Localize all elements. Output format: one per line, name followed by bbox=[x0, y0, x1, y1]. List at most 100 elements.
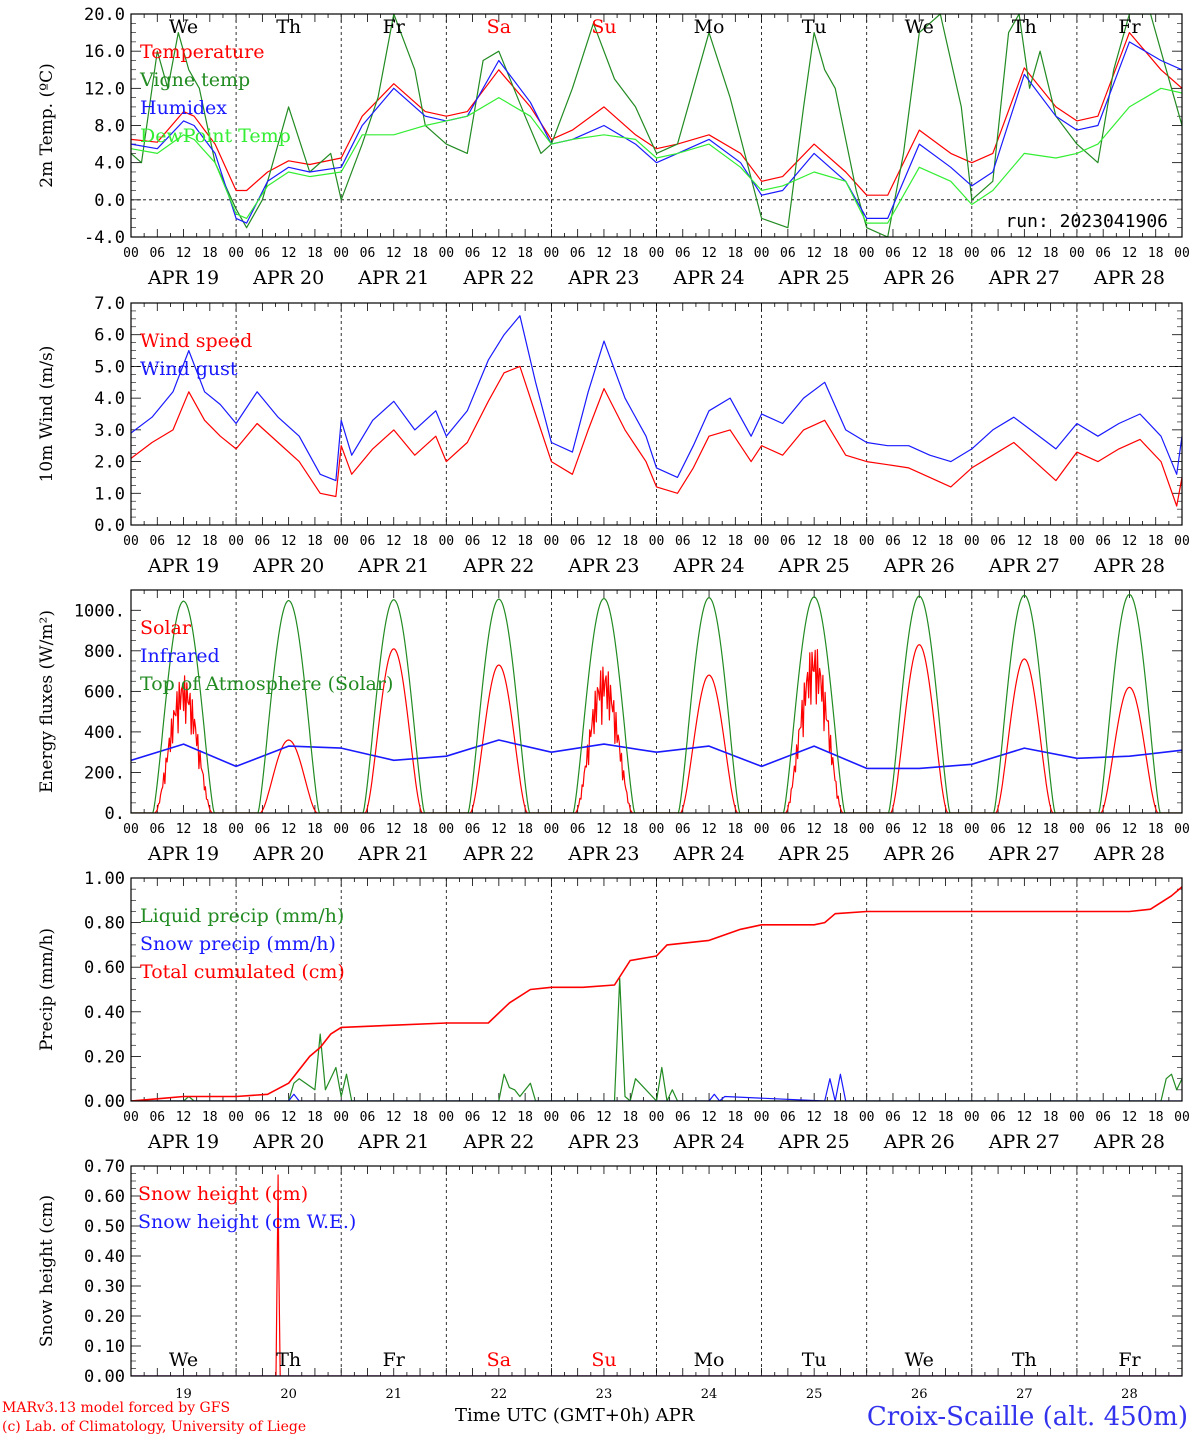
hour-tick-label: 00 bbox=[438, 1110, 454, 1125]
day-name-top: We bbox=[905, 16, 934, 38]
y-tick-label: 4.0 bbox=[94, 389, 125, 409]
date-label: APR 26 bbox=[883, 843, 955, 865]
y-tick-label: 1000. bbox=[74, 601, 125, 621]
credit-line-1: MARv3.13 model forced by GFS bbox=[2, 1400, 231, 1416]
hour-tick-label: 06 bbox=[255, 534, 271, 549]
hour-tick-label: 18 bbox=[517, 822, 533, 837]
hour-tick-label: 06 bbox=[1095, 822, 1111, 837]
hour-tick-label: 18 bbox=[1043, 246, 1059, 261]
series-line-infrared bbox=[131, 739, 1182, 770]
hour-tick-label: 12 bbox=[806, 1110, 822, 1125]
hour-tick-label: 18 bbox=[307, 246, 323, 261]
hour-tick-label: 06 bbox=[1095, 1110, 1111, 1125]
hour-tick-label: 18 bbox=[1043, 1110, 1059, 1125]
y-tick-label: -4.0 bbox=[84, 228, 125, 248]
y-tick-label: 600. bbox=[84, 682, 125, 702]
hour-tick-label: 12 bbox=[701, 1110, 717, 1125]
day-name-top: We bbox=[169, 16, 198, 38]
plot-frame bbox=[130, 13, 1183, 238]
date-label: APR 20 bbox=[252, 267, 324, 289]
hour-tick-label: 18 bbox=[622, 246, 638, 261]
day-name-top: Sa bbox=[487, 16, 511, 38]
hour-tick-label: 00 bbox=[649, 246, 665, 261]
panel-5: 0.00 0.10 0.20 0.30 0.40 0.50 0.60 0.70 Snow hei… bbox=[37, 1157, 1183, 1387]
hour-tick-label: 00 bbox=[123, 246, 139, 261]
hour-tick-label: 12 bbox=[596, 246, 612, 261]
y-tick-label: 5.0 bbox=[94, 357, 125, 377]
y-tick-label: 0.20 bbox=[84, 1307, 125, 1327]
day-name-top: Th bbox=[1012, 16, 1037, 38]
hour-tick-label: 12 bbox=[1122, 246, 1138, 261]
hour-tick-label: 12 bbox=[1122, 822, 1138, 837]
hour-tick-label: 06 bbox=[675, 822, 691, 837]
date-label: APR 25 bbox=[778, 843, 850, 865]
hour-tick-label: 06 bbox=[570, 1110, 586, 1125]
y-axis-label: 10m Wind (m/s) bbox=[37, 346, 57, 483]
series-line-liquid-precip-mm-h- bbox=[131, 977, 1182, 1101]
y-tick-label: 2.0 bbox=[94, 453, 125, 473]
hour-tick-label: 18 bbox=[1043, 822, 1059, 837]
y-tick-label: 0.20 bbox=[84, 1047, 125, 1067]
day-name-bottom: Su bbox=[591, 1349, 616, 1371]
y-tick-label: 0.40 bbox=[84, 1247, 125, 1267]
hour-tick-label: 12 bbox=[386, 822, 402, 837]
hour-tick-label: 12 bbox=[386, 1110, 402, 1125]
hour-tick-label: 00 bbox=[649, 534, 665, 549]
date-label: APR 28 bbox=[1093, 1131, 1165, 1153]
y-tick-label: 8.0 bbox=[94, 117, 125, 137]
day-number: 23 bbox=[596, 1387, 613, 1402]
series-group bbox=[131, 1174, 1182, 1376]
y-tick-label: 800. bbox=[84, 642, 125, 662]
hour-tick-label: 12 bbox=[176, 822, 192, 837]
hour-tick-label: 00 bbox=[1174, 246, 1190, 261]
hour-tick-label: 06 bbox=[780, 534, 796, 549]
series-line-temperature bbox=[131, 31, 1182, 196]
day-name-bottom: Th bbox=[276, 1349, 301, 1371]
series-group bbox=[131, 886, 1182, 1101]
hour-tick-label: 00 bbox=[964, 246, 980, 261]
hour-tick-label: 12 bbox=[596, 822, 612, 837]
hour-tick-label: 00 bbox=[964, 822, 980, 837]
hour-tick-label: 12 bbox=[701, 822, 717, 837]
day-number: 25 bbox=[806, 1387, 823, 1402]
hour-tick-label: 00 bbox=[859, 822, 875, 837]
hour-tick-label: 06 bbox=[465, 246, 481, 261]
hour-tick-label: 12 bbox=[806, 534, 822, 549]
hour-tick-label: 06 bbox=[990, 1110, 1006, 1125]
y-axis-label: Energy fluxes (W/m²) bbox=[37, 610, 57, 793]
legend-entry: Vigne temp bbox=[139, 69, 250, 91]
date-label: APR 26 bbox=[883, 267, 955, 289]
hour-tick-label: 18 bbox=[622, 534, 638, 549]
hour-tick-label: 00 bbox=[438, 534, 454, 549]
hour-tick-label: 06 bbox=[149, 1110, 165, 1125]
hour-tick-label: 06 bbox=[780, 246, 796, 261]
hour-tick-label: 06 bbox=[675, 246, 691, 261]
hour-tick-label: 00 bbox=[333, 822, 349, 837]
hour-tick-label: 18 bbox=[307, 1110, 323, 1125]
panel-4: 0.00 0.20 0.40 0.60 0.80 1.00 Precip (mm/h) Liq… bbox=[37, 869, 1190, 1153]
hour-tick-label: 18 bbox=[833, 534, 849, 549]
series-line-snow-precip-mm-h- bbox=[131, 1073, 1182, 1101]
date-label: APR 21 bbox=[357, 843, 429, 865]
legend-entry: Humidex bbox=[140, 97, 227, 119]
date-label: APR 27 bbox=[988, 555, 1060, 577]
hour-tick-label: 00 bbox=[1069, 1110, 1085, 1125]
date-label: APR 21 bbox=[357, 555, 429, 577]
date-label: APR 19 bbox=[147, 555, 219, 577]
hour-tick-label: 00 bbox=[123, 822, 139, 837]
day-name-top: Th bbox=[276, 16, 301, 38]
y-tick-label: 1.0 bbox=[94, 484, 125, 504]
hour-tick-label: 18 bbox=[202, 1110, 218, 1125]
date-label: APR 28 bbox=[1093, 843, 1165, 865]
hour-tick-label: 18 bbox=[1043, 534, 1059, 549]
legend-entry: Top of Atmosphere (Solar) bbox=[140, 673, 393, 695]
hour-tick-label: 18 bbox=[202, 246, 218, 261]
day-name-top: Su bbox=[591, 16, 616, 38]
hour-tick-label: 12 bbox=[1017, 1110, 1033, 1125]
hour-tick-label: 06 bbox=[149, 822, 165, 837]
y-axis-label: Snow height (cm) bbox=[37, 1195, 57, 1347]
date-label: APR 20 bbox=[252, 843, 324, 865]
hour-tick-label: 00 bbox=[754, 1110, 770, 1125]
panel-3: 0. 200. 400. 600. 800. 1000. Energy fluxes (W/… bbox=[37, 589, 1190, 865]
